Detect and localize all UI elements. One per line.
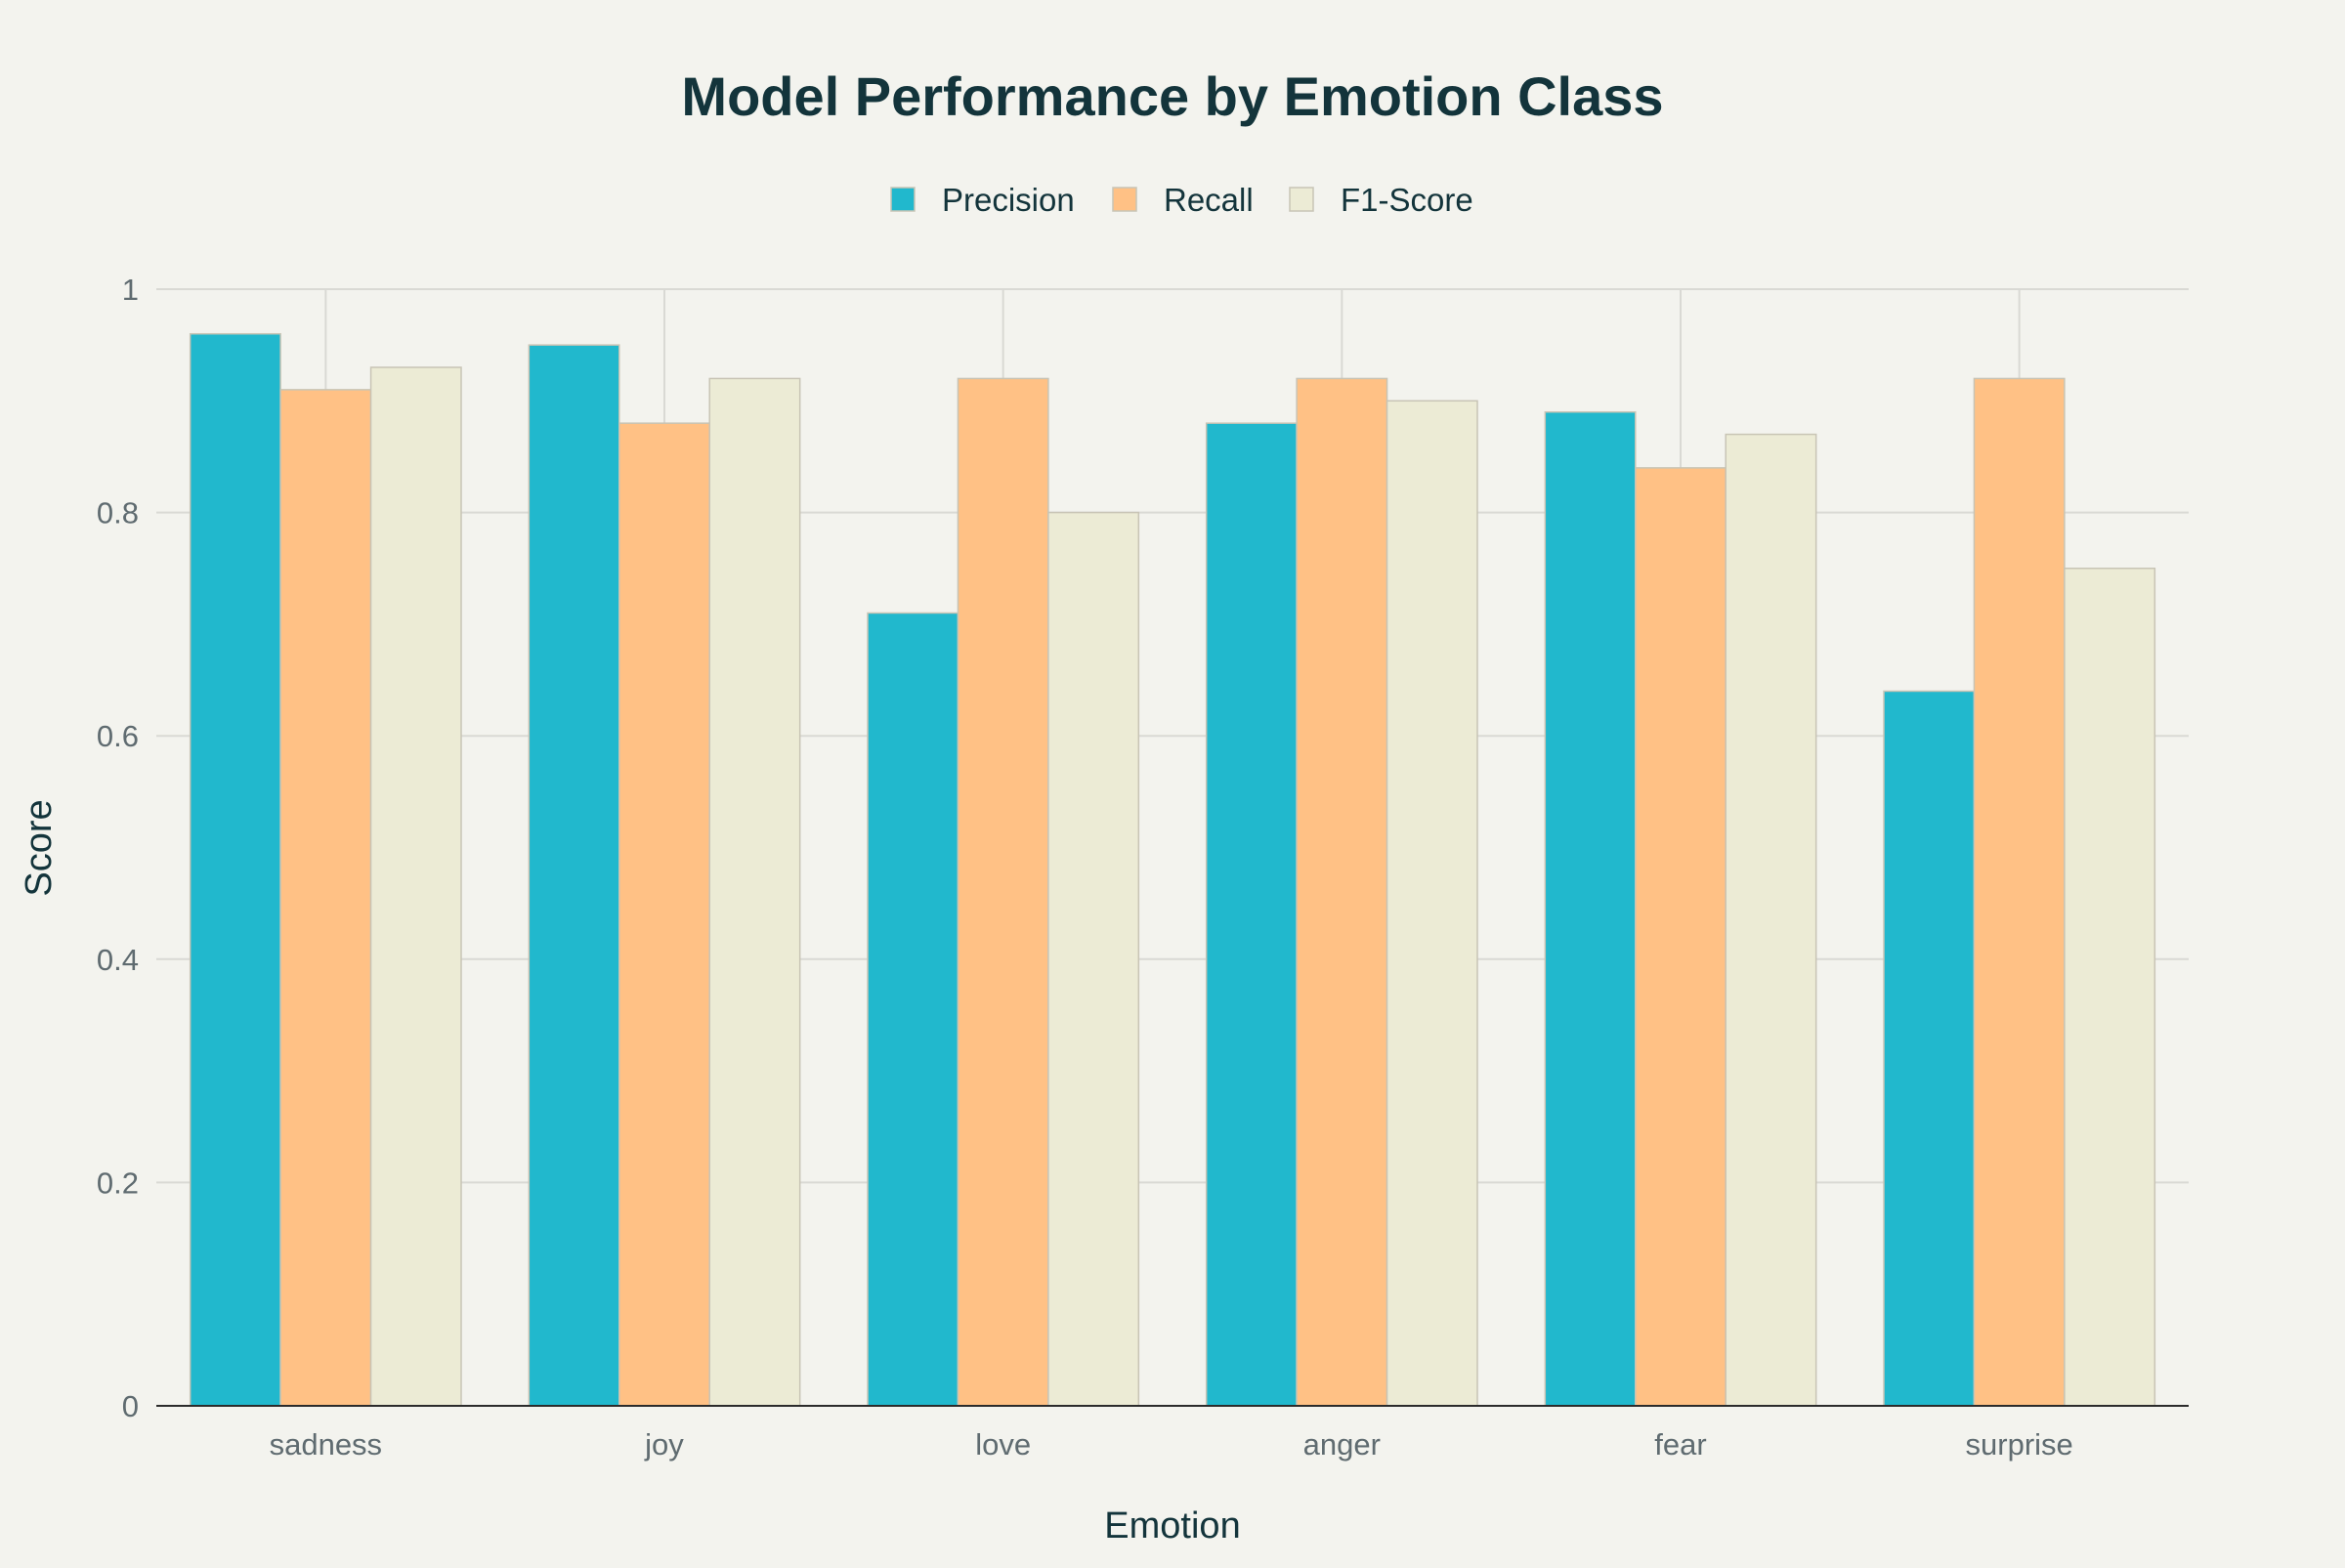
y-tick-label: 0.4 xyxy=(97,943,139,977)
bar-recall-sadness xyxy=(279,389,372,1407)
x-tick-label: fear xyxy=(1654,1427,1706,1462)
bar-recall-anger xyxy=(1296,377,1388,1407)
bar-precision-fear xyxy=(1544,410,1637,1407)
y-tick-label: 0 xyxy=(122,1389,139,1423)
y-axis-title: Score xyxy=(19,799,60,896)
y-tick-label: 0.2 xyxy=(97,1165,139,1200)
x-tick-label: love xyxy=(975,1427,1031,1462)
bar-f1-score-surprise xyxy=(2064,568,2156,1407)
bars xyxy=(189,332,2156,1407)
legend: Precision Recall F1-Score xyxy=(890,182,1473,218)
bar-f1-score-joy xyxy=(708,377,801,1407)
axes: 0 0.2 0.4 0.6 0.8 1 sadness joy love anger fear sur… xyxy=(97,273,2189,1462)
x-tick-label: sadness xyxy=(270,1427,382,1462)
bar-recall-fear xyxy=(1635,467,1727,1407)
bar-precision-sadness xyxy=(189,332,281,1407)
legend-swatch xyxy=(1112,187,1137,212)
legend-label: Recall xyxy=(1164,182,1254,218)
bar-precision-surprise xyxy=(1883,690,1976,1407)
legend-swatch xyxy=(890,187,916,212)
legend-item: Recall xyxy=(1112,182,1254,218)
legend-item: F1-Score xyxy=(1289,182,1473,218)
bar-f1-score-sadness xyxy=(369,366,462,1407)
bar-f1-score-love xyxy=(1047,511,1140,1407)
bar-recall-surprise xyxy=(1973,377,2066,1407)
y-tick-label: 0.8 xyxy=(97,496,139,530)
x-tick-label: surprise xyxy=(1966,1427,2073,1462)
x-axis-title: Emotion xyxy=(1104,1505,1240,1547)
bar-recall-love xyxy=(957,377,1049,1407)
bar-precision-love xyxy=(867,612,959,1407)
legend-swatch xyxy=(1289,187,1314,212)
chart-title: Model Performance by Emotion Class xyxy=(681,65,1663,127)
bar-precision-joy xyxy=(528,344,620,1407)
bar-f1-score-fear xyxy=(1725,433,1817,1407)
legend-item: Precision xyxy=(890,182,1075,218)
bar-precision-anger xyxy=(1205,422,1298,1407)
legend-label: Precision xyxy=(942,182,1075,218)
y-tick-label: 0.6 xyxy=(97,719,139,753)
y-tick-label: 1 xyxy=(122,273,139,307)
x-tick-label: joy xyxy=(644,1427,684,1462)
x-tick-label: anger xyxy=(1303,1427,1381,1462)
bar-recall-joy xyxy=(618,422,710,1407)
bar-f1-score-anger xyxy=(1386,400,1478,1407)
legend-label: F1-Score xyxy=(1341,182,1473,218)
